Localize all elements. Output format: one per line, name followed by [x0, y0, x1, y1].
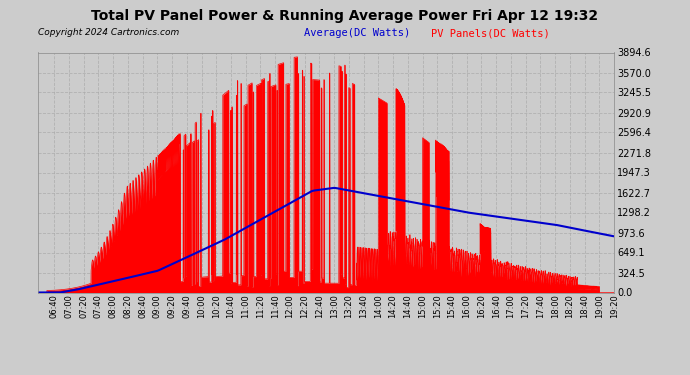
Text: Copyright 2024 Cartronics.com: Copyright 2024 Cartronics.com [38, 28, 179, 37]
Text: Total PV Panel Power & Running Average Power Fri Apr 12 19:32: Total PV Panel Power & Running Average P… [92, 9, 598, 23]
Text: Average(DC Watts): Average(DC Watts) [304, 28, 410, 38]
Text: PV Panels(DC Watts): PV Panels(DC Watts) [431, 28, 550, 38]
